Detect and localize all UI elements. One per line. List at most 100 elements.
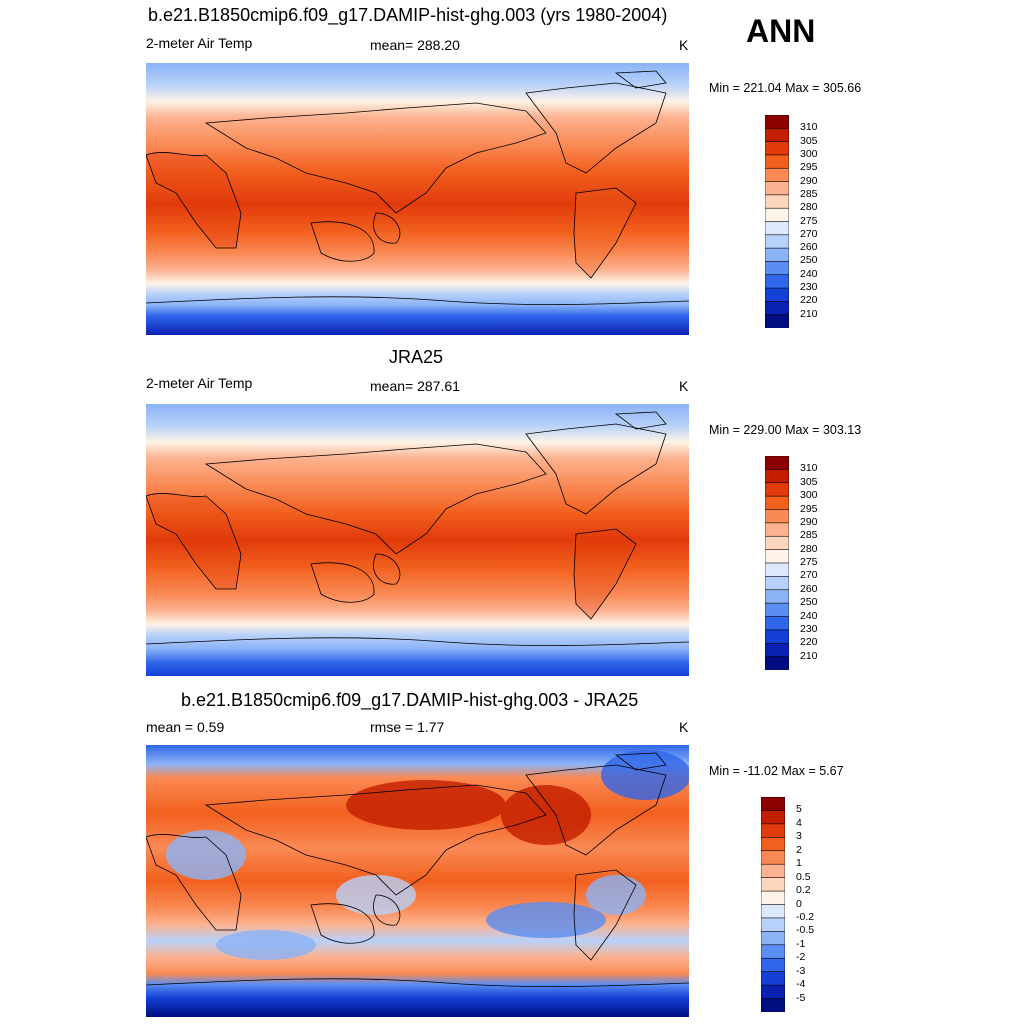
colorbar-swatch: [764, 562, 790, 578]
colorbar-swatch: [760, 796, 786, 812]
colorbar-tick-label: 310: [800, 462, 818, 475]
colorbar-swatch: [760, 877, 786, 892]
colorbar-swatch: [764, 154, 790, 170]
colorbar-tick-label: 285: [800, 529, 818, 542]
colorbar-tick-label: 0.2: [796, 884, 811, 897]
colorbar-tick-label: 310: [800, 121, 818, 134]
colorbar-swatch: [764, 495, 790, 511]
colorbar-tick-label: 240: [800, 609, 818, 622]
colorbar-swatch: [764, 509, 790, 524]
colorbar-swatch: [764, 221, 790, 236]
colorbar-tick-label: -0.5: [796, 924, 815, 937]
colorbar-tick-label: 275: [800, 556, 818, 568]
panel1-variable-label: 2-meter Air Temp: [146, 35, 253, 51]
colorbar-swatch: [760, 810, 786, 825]
colorbar-tick-label: -0.2: [796, 910, 815, 923]
panel2-title: JRA25: [389, 347, 444, 367]
colorbar-swatch: [764, 576, 790, 591]
colorbar-tick-label: 240: [800, 267, 818, 280]
colorbar-swatch: [764, 469, 790, 484]
colorbar-tick-label: -3: [796, 964, 806, 977]
panel2-variable-label: 2-meter Air Temp: [146, 375, 253, 391]
colorbar-tick-label: 4: [796, 816, 802, 829]
colorbar-tick-label: 290: [800, 174, 818, 187]
panel1-unit-label: K: [679, 37, 689, 53]
colorbar-swatch: [764, 167, 790, 183]
colorbar-tick-label: 3: [796, 830, 802, 843]
colorbar-tick-label: 210: [800, 307, 818, 320]
colorbar-swatch: [764, 642, 790, 658]
colorbar-swatch: [764, 602, 790, 618]
colorbar-swatch: [760, 917, 786, 933]
colorbar-swatch: [760, 944, 786, 960]
colorbar-swatch: [764, 522, 790, 538]
panel1-minmax-label: Min = 221.04 Max = 305.66: [709, 81, 862, 95]
colorbar-swatch: [764, 181, 790, 196]
colorbar-swatch: [764, 207, 790, 223]
panel3-unit-label: K: [679, 719, 689, 735]
colorbar-tick-label: 285: [800, 187, 818, 200]
colorbar-tick-label: 210: [800, 649, 818, 662]
colorbar-tick-label: 250: [800, 254, 818, 267]
colorbar-swatch: [764, 656, 790, 671]
season-label: ANN: [746, 13, 816, 49]
colorbar-swatch: [764, 314, 790, 329]
colorbar-tick-label: 260: [800, 241, 818, 254]
colorbar-tick-label: 260: [800, 582, 818, 595]
panel3-colorbar: [760, 796, 786, 1013]
colorbar-tick-label: 300: [800, 147, 818, 160]
colorbar-swatch: [760, 931, 786, 946]
colorbar-swatch: [760, 904, 786, 919]
colorbar-swatch: [764, 589, 790, 604]
colorbar-tick-label: -1: [796, 937, 806, 950]
colorbar-swatch: [764, 482, 790, 497]
panel3-minmax-label: Min = -11.02 Max = 5.67: [709, 764, 844, 778]
colorbar-swatch: [760, 823, 786, 839]
colorbar-swatch: [764, 455, 790, 471]
colorbar-swatch: [764, 549, 790, 564]
colorbar-swatch: [760, 837, 786, 852]
colorbar-tick-label: 275: [800, 214, 818, 227]
colorbar-tick-label: 305: [800, 134, 818, 147]
panel3-mean-label: mean = 0.59: [146, 719, 225, 735]
panel3-rmse-label: rmse = 1.77: [370, 719, 445, 735]
colorbar-tick-label: 5: [796, 803, 802, 816]
colorbar-tick-label: 305: [800, 475, 818, 488]
colorbar-tick-label: 0.5: [796, 870, 811, 883]
panel2-temperature-map: [146, 404, 689, 676]
panel3-difference-map: [146, 745, 689, 1017]
colorbar-tick-label: 230: [800, 622, 818, 635]
colorbar-swatch: [760, 850, 786, 865]
panel1-colorbar: [764, 114, 790, 329]
colorbar-swatch: [764, 261, 790, 276]
colorbar-swatch: [764, 629, 790, 645]
colorbar-tick-label: 295: [800, 502, 818, 515]
colorbar-tick-label: 280: [800, 201, 818, 214]
colorbar-swatch: [760, 957, 786, 973]
colorbar-swatch: [764, 301, 790, 316]
panel2-minmax-label: Min = 229.00 Max = 303.13: [709, 423, 862, 437]
colorbar-tick-label: -5: [796, 991, 806, 1004]
panel1-title: b.e21.B1850cmip6.f09_g17.DAMIP-hist-ghg.…: [148, 5, 668, 25]
colorbar-tick-label: 2: [796, 843, 802, 856]
colorbar-tick-label: 250: [800, 596, 818, 609]
colorbar-swatch: [764, 247, 790, 263]
colorbar-swatch: [764, 114, 790, 130]
colorbar-tick-label: 300: [800, 489, 818, 502]
panel2-colorbar: [764, 455, 790, 671]
colorbar-swatch: [764, 287, 790, 303]
colorbar-swatch: [764, 274, 790, 289]
panel2-mean-label: mean= 287.61: [370, 378, 460, 394]
panel1-temperature-map: [146, 63, 689, 335]
colorbar-swatch: [764, 128, 790, 143]
colorbar-swatch: [764, 141, 790, 156]
colorbar-tick-label: 280: [800, 542, 818, 555]
colorbar-tick-label: 230: [800, 281, 818, 294]
panel3-title: b.e21.B1850cmip6.f09_g17.DAMIP-hist-ghg.…: [181, 690, 639, 710]
panel1-mean-label: mean= 288.20: [370, 37, 460, 53]
colorbar-tick-label: 290: [800, 515, 818, 528]
colorbar-tick-label: 270: [800, 569, 818, 582]
colorbar-swatch: [760, 984, 786, 1000]
colorbar-swatch: [764, 535, 790, 551]
colorbar-tick-label: 270: [800, 227, 818, 240]
